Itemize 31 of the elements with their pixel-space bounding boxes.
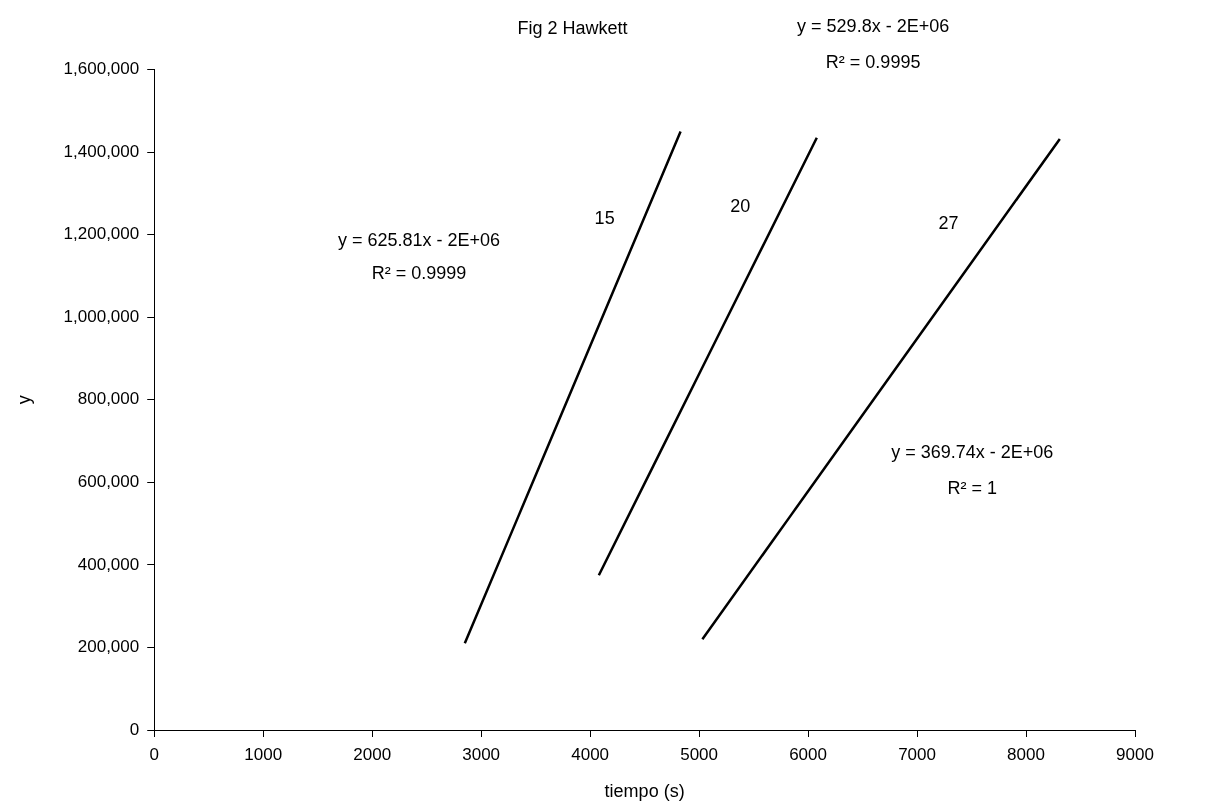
text: y = 529.8x - 2E+06 xyxy=(797,15,950,36)
y-tick-label: 1,400,000 xyxy=(63,141,140,161)
y-tick-label: 1,600,000 xyxy=(63,59,140,79)
series-label: 27 xyxy=(938,212,959,233)
x-tick-label: 3000 xyxy=(462,744,501,764)
series-label: 15 xyxy=(594,208,615,229)
y-tick-label: 1,000,000 xyxy=(63,306,140,326)
series-label: 20 xyxy=(730,196,751,217)
chart-title: Fig 2 Hawkett xyxy=(517,17,628,38)
x-tick-label: 2000 xyxy=(353,744,392,764)
y-tick-label: 800,000 xyxy=(77,389,140,409)
y-tick-label: 600,000 xyxy=(77,472,140,492)
annotation: y = 625.81x - 2E+06 xyxy=(337,230,501,251)
y-axis-title: y xyxy=(13,395,34,405)
x-tick-label: 4000 xyxy=(571,744,610,764)
x-axis-title: tiempo (s) xyxy=(604,781,685,802)
annotation: R² = 1 xyxy=(947,477,997,498)
x-tick-label: 8000 xyxy=(1007,744,1045,764)
x-tick-label: 7000 xyxy=(898,744,936,764)
x-tick-label: 9000 xyxy=(1116,744,1154,764)
y-tick-label: 0 xyxy=(129,719,140,739)
y-tick-label: 200,000 xyxy=(77,637,140,657)
x-tick-label: 1000 xyxy=(244,744,283,764)
x-tick-label: 6000 xyxy=(789,744,827,764)
y-tick-label: 400,000 xyxy=(77,554,140,574)
annotation: y = 369.74x - 2E+06 xyxy=(891,441,1054,462)
x-tick-label: 5000 xyxy=(680,744,719,764)
x-tick-label: 0 xyxy=(149,744,159,764)
annotation: R² = 0.9999 xyxy=(371,263,467,284)
annotation: R² = 0.9995 xyxy=(825,51,921,72)
y-tick-label: 1,200,000 xyxy=(63,224,140,244)
